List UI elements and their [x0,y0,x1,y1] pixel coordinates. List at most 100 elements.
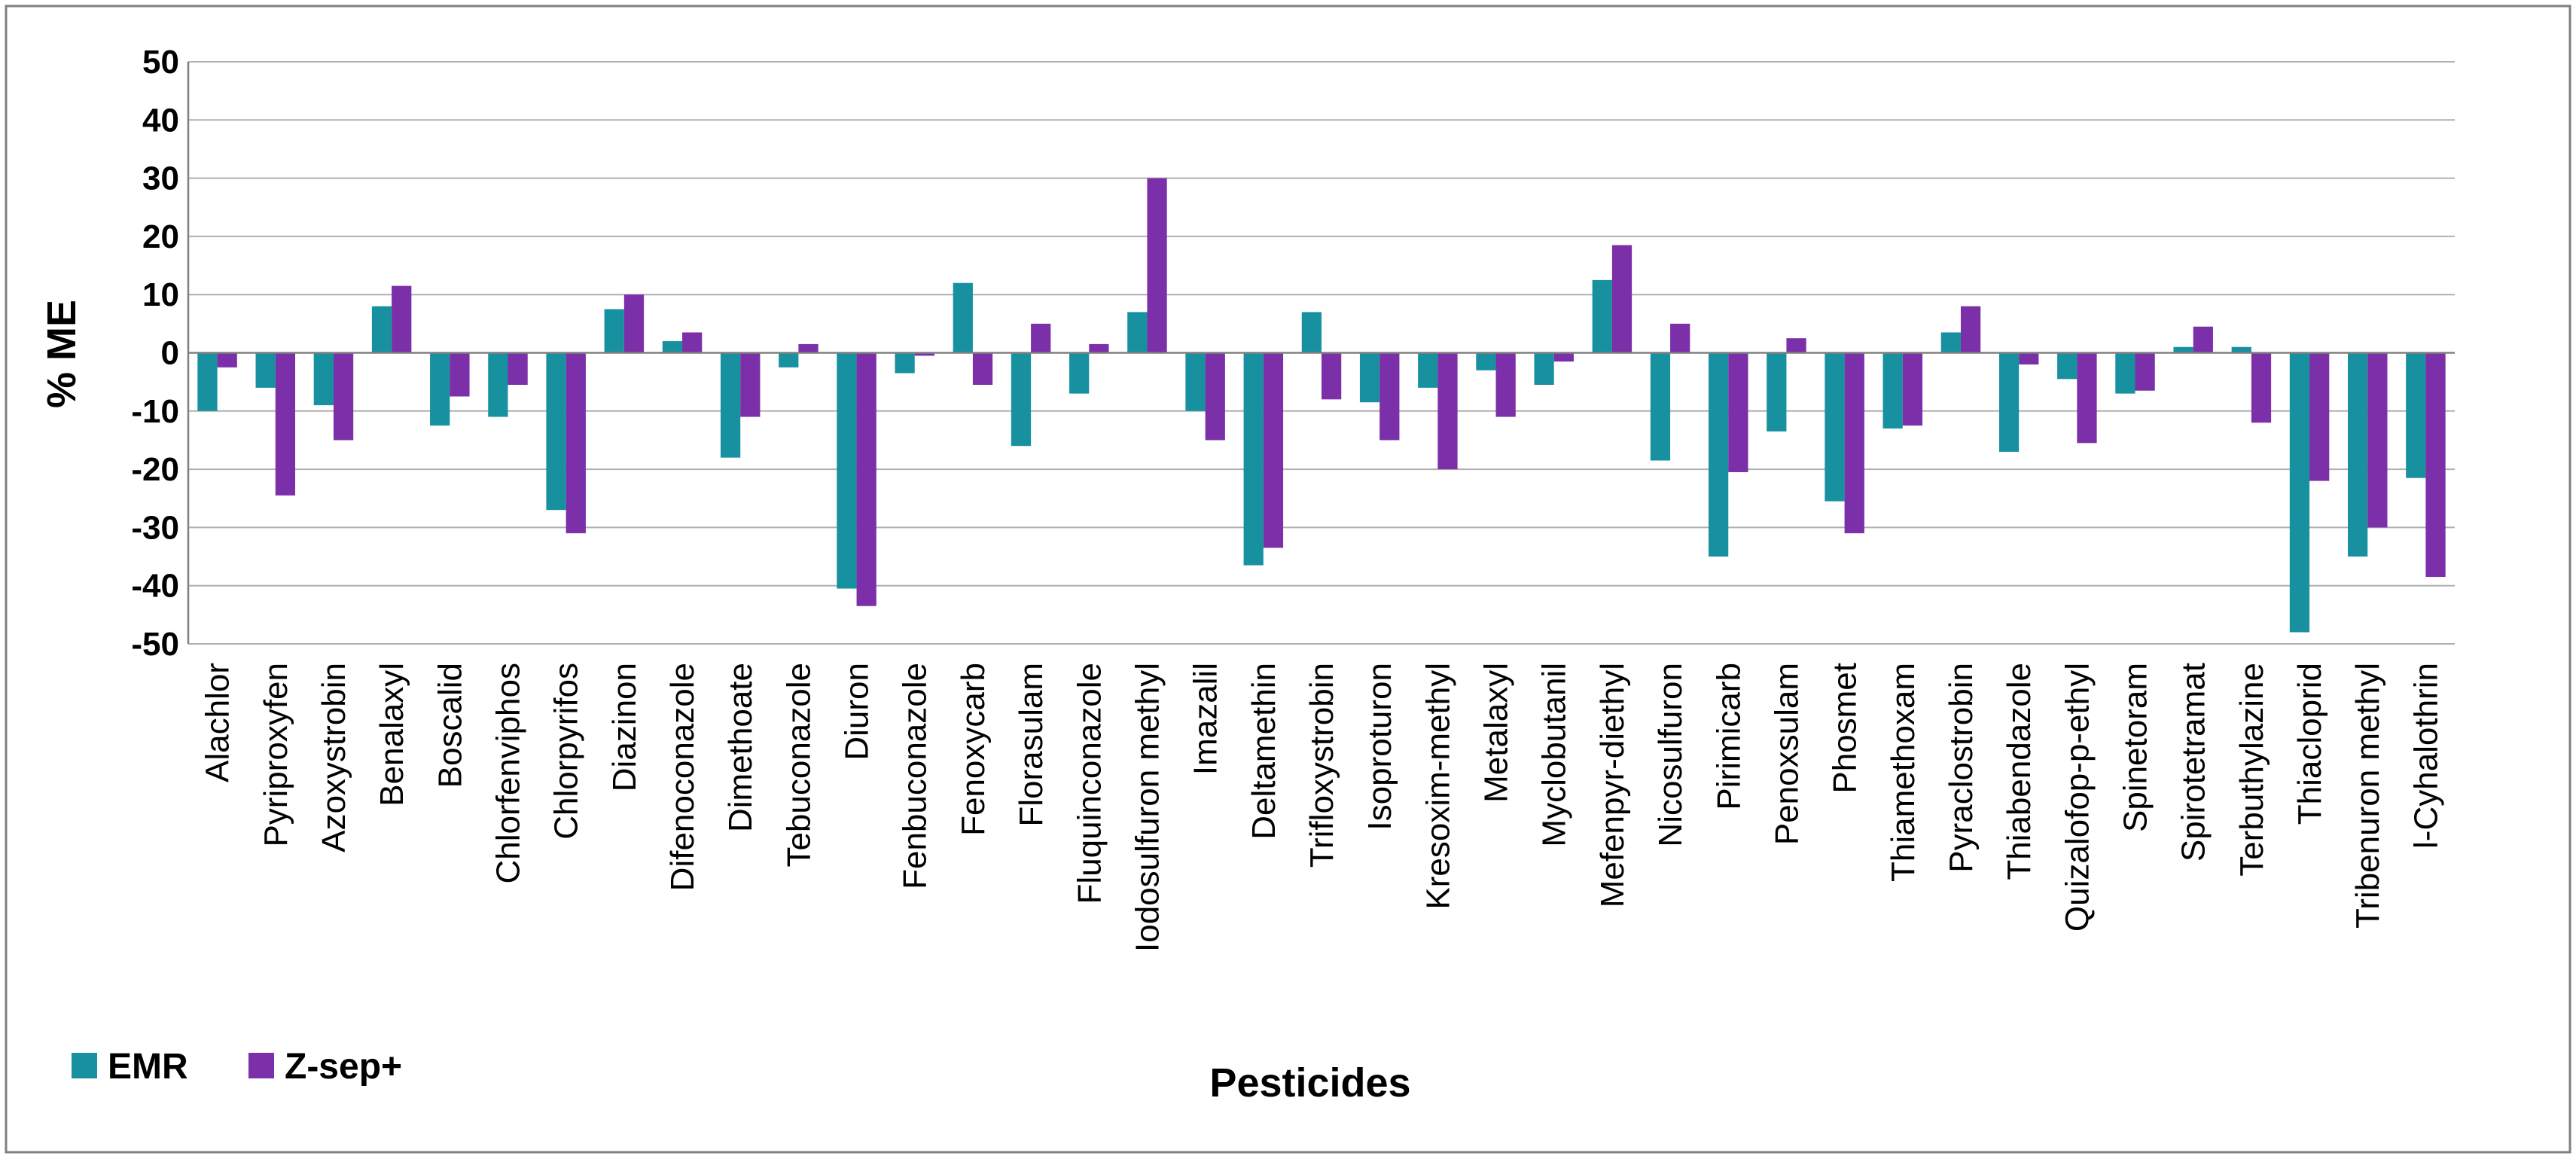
legend-swatch-zsep [248,1053,274,1078]
bar-emr-alachlor [197,352,218,411]
bar-emr-quizalofop-p-ethyl [2057,352,2078,380]
bar-emr-thiamethoxam [1882,352,1903,429]
x-category-label: Nicosulfuron [1652,663,1689,847]
bar-zsep-fenoxycarb [972,352,993,386]
bar-zsep-deltamethin [1263,352,1284,548]
bar-zsep-dimethoate [740,352,761,417]
x-category-label: Pirimicarb [1710,663,1747,810]
x-category-label: Diazinon [606,663,643,791]
bar-zsep-spirotetramat [2193,326,2213,353]
bar-emr-fenbuconazole [895,352,915,374]
bar-emr-mefenpyr-diethyl [1592,279,1612,353]
bar-zsep-pyriproxyfen [275,352,296,496]
bar-emr-iodosulfuron-methyl [1127,312,1148,353]
y-tick-label: 0 [161,335,179,372]
x-category-label: Fenbuconazole [897,663,934,889]
x-category-label: Thiamethoxam [1885,663,1922,882]
bar-zsep-thiamethoxam [1902,352,1923,426]
x-category-label: Alachlor [200,663,236,782]
bar-emr-thiacloprid [2289,352,2310,633]
bar-emr-diazinon [604,309,624,353]
x-category-label: l-Cyhalothrin [2407,663,2444,849]
x-category-label: Pyraclostrobin [1943,663,1980,873]
x-category-label: Spinetoram [2117,663,2154,832]
bar-zsep-pirimicarb [1728,352,1748,472]
bar-zsep-nicosulfuron [1670,323,1690,353]
x-category-labels: Alachlor Pyriproxyfen Azoxystrobin Benalaxy… [200,663,2445,952]
bar-emr-chlorfenviphos [488,352,508,417]
bar-emr-fluquinconazole [1069,352,1090,394]
x-category-label: Tribenuron methyl [2349,663,2386,929]
x-category-label: Myclobutanil [1536,663,1573,847]
x-category-label: Quizalofop-p-ethyl [2059,663,2096,932]
x-category-label: Boscalid [431,663,468,788]
x-category-label: Thiabendazole [2001,663,2038,880]
x-category-label: Chlorfenviphos [489,663,526,884]
bar-zsep-imazalil [1205,352,1225,441]
x-category-label: Iodosulfuron methyl [1129,663,1166,952]
x-category-label: Imazalil [1187,663,1224,775]
x-category-label: Florasulam [1013,663,1050,827]
bar-emr-thiabendazole [1998,352,2020,452]
bar-emr-pyraclostrobin [1940,332,1961,353]
bar-emr-difenoconazole [662,341,683,353]
y-tick-label: 20 [142,218,179,255]
y-axis-title: % ME [39,300,84,408]
bar-emr-boscalid [430,352,450,426]
y-tick-label: -10 [131,393,179,430]
y-tick-label: -40 [131,568,179,605]
bar-emr-myclobutanil [1534,352,1554,386]
y-tick-label: 40 [142,102,179,139]
bar-zsep-spinetoram [2135,352,2155,391]
bar-zsep-chlorpyrifos [566,352,586,534]
legend-label-emr: EMR [108,1047,188,1087]
bar-emr-spinetoram [2115,352,2135,394]
x-category-label: Pyriproxyfen [258,663,294,847]
bars [197,178,2446,633]
bar-emr-deltamethin [1243,352,1264,566]
x-category-label: Penoxsulam [1768,663,1805,845]
bar-zsep-thiabendazole [2019,352,2039,364]
bar-zsep-myclobutanil [1553,352,1574,362]
bar-zsep-mefenpyr-diethyl [1611,245,1632,353]
x-category-label: Trifloxystrobin [1303,663,1340,868]
bar-emr-terbuthylazine [2231,346,2251,353]
x-category-label: Terbuthylazine [2233,663,2270,877]
bar-zsep-iodosulfuron-methyl [1147,178,1167,353]
bar-emr-chlorpyrifos [546,352,566,511]
x-category-label: Chlorpyrifos [548,663,585,840]
bar-zsep-fenbuconazole [914,352,934,356]
bar-emr-tebuconazole [779,352,799,368]
x-category-label: Deltamethin [1245,663,1282,840]
y-tick-label: 50 [142,44,179,81]
y-tick-label: -20 [131,451,179,488]
bar-emr-isoproturon [1359,352,1380,403]
x-category-label: Phosmet [1827,663,1864,794]
bar-zsep-quizalofop-p-ethyl [2077,352,2097,444]
legend-label-zsep: Z-sep+ [285,1047,402,1087]
bar-zsep-tebuconazole [798,343,819,353]
bar-zsep-difenoconazole [682,332,703,353]
x-axis-title: Pesticides [1209,1060,1410,1106]
bar-emr-azoxystrobin [313,352,334,406]
bar-zsep-tribenuron-methyl [2367,352,2388,528]
bar-zsep-metalaxyl [1495,352,1516,417]
bar-emr-tribenuron-methyl [2347,352,2368,557]
bar-zsep-azoxystrobin [333,352,354,441]
bar-zsep-chlorfenviphos [508,352,528,386]
legend: EMR Z-sep+ [72,1047,402,1087]
y-tick-label: 30 [142,160,179,197]
bar-zsep-florasulam [1031,323,1051,353]
bar-emr-penoxsulam [1767,352,1787,432]
x-category-label: Metalaxyl [1478,663,1515,803]
bar-emr-pirimicarb [1709,352,1729,557]
bar-zsep-isoproturon [1379,352,1400,441]
bar-zsep-boscalid [450,352,470,397]
bar-zsep-thiacloprid [2309,352,2330,481]
bar-zsep-penoxsulam [1786,338,1806,353]
x-category-label: Fluquinconazole [1071,663,1108,904]
y-tick-label: 10 [142,276,179,313]
bar-emr-metalaxyl [1476,352,1496,371]
